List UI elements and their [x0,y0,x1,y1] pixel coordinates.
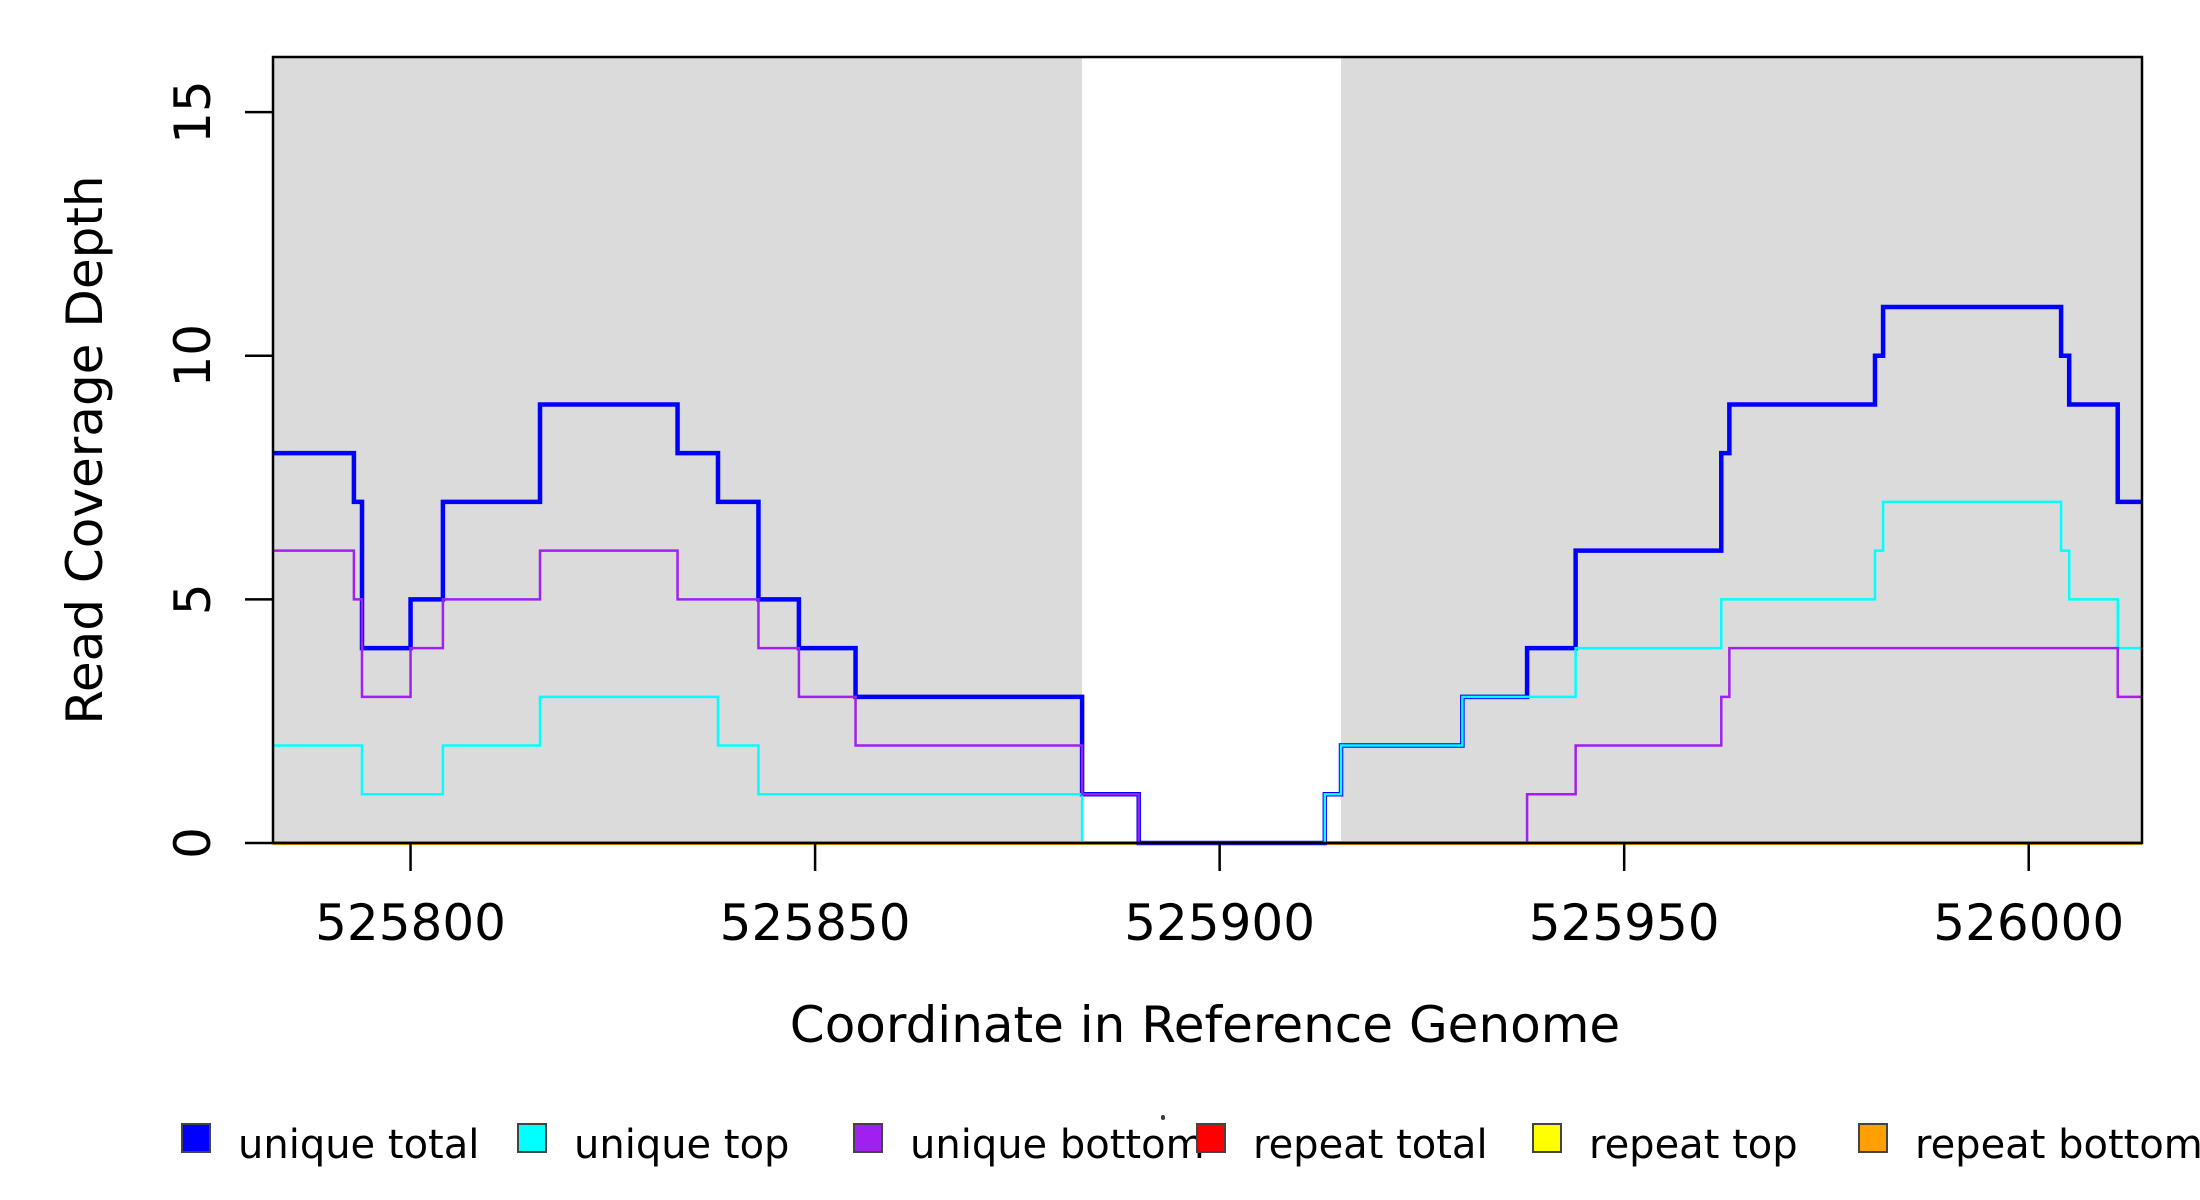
legend-label: unique total [238,1122,479,1168]
legend: unique total unique top unique bottom repea… [181,1122,2200,1168]
series-line-unique-bottom [273,549,2142,845]
legend-swatch-repeat-bottom [1858,1123,1888,1153]
plot-border-box [271,55,2144,845]
legend-label: repeat bottom [1915,1122,2200,1168]
y-tick-label: 15 [164,80,222,144]
legend-label: unique top [574,1122,789,1168]
x-axis-title: Coordinate in Reference Genome [790,996,1620,1054]
x-axis: 525800 525850 525900 525950 526000 [315,843,2124,952]
stray-mark [1161,1115,1165,1120]
x-tick-label: 525900 [1124,894,1315,952]
y-tick-label: 0 [164,827,222,859]
legend-swatch-repeat-total [1196,1123,1226,1153]
legend-item: repeat total [1196,1122,1488,1168]
x-tick-label: 525950 [1529,894,1720,952]
legend-swatch-unique-bottom [853,1123,883,1153]
legend-item: repeat bottom [1858,1122,2200,1168]
shaded-regions [273,57,2142,843]
legend-item: unique total [181,1122,479,1168]
legend-item: unique bottom [853,1122,1205,1168]
y-tick-label: 10 [164,324,222,388]
y-axis: 0 5 10 15 [164,80,273,859]
x-tick-label: 525850 [720,894,911,952]
legend-label: unique bottom [910,1122,1205,1168]
y-tick-label: 5 [164,583,222,615]
x-tick-label: 526000 [1933,894,2124,952]
legend-swatch-repeat-top [1532,1123,1562,1153]
coverage-region-shade [1341,57,2142,843]
x-tick-label: 525800 [315,894,506,952]
series-line-unique-top [273,500,2142,845]
legend-swatch-unique-total [181,1123,211,1153]
legend-label: repeat total [1253,1122,1488,1168]
legend-swatch-unique-top [517,1123,547,1153]
legend-item: unique top [517,1122,789,1168]
y-axis-title: Read Coverage Depth [56,175,114,724]
legend-item: repeat top [1532,1122,1798,1168]
legend-label: repeat top [1589,1122,1798,1168]
